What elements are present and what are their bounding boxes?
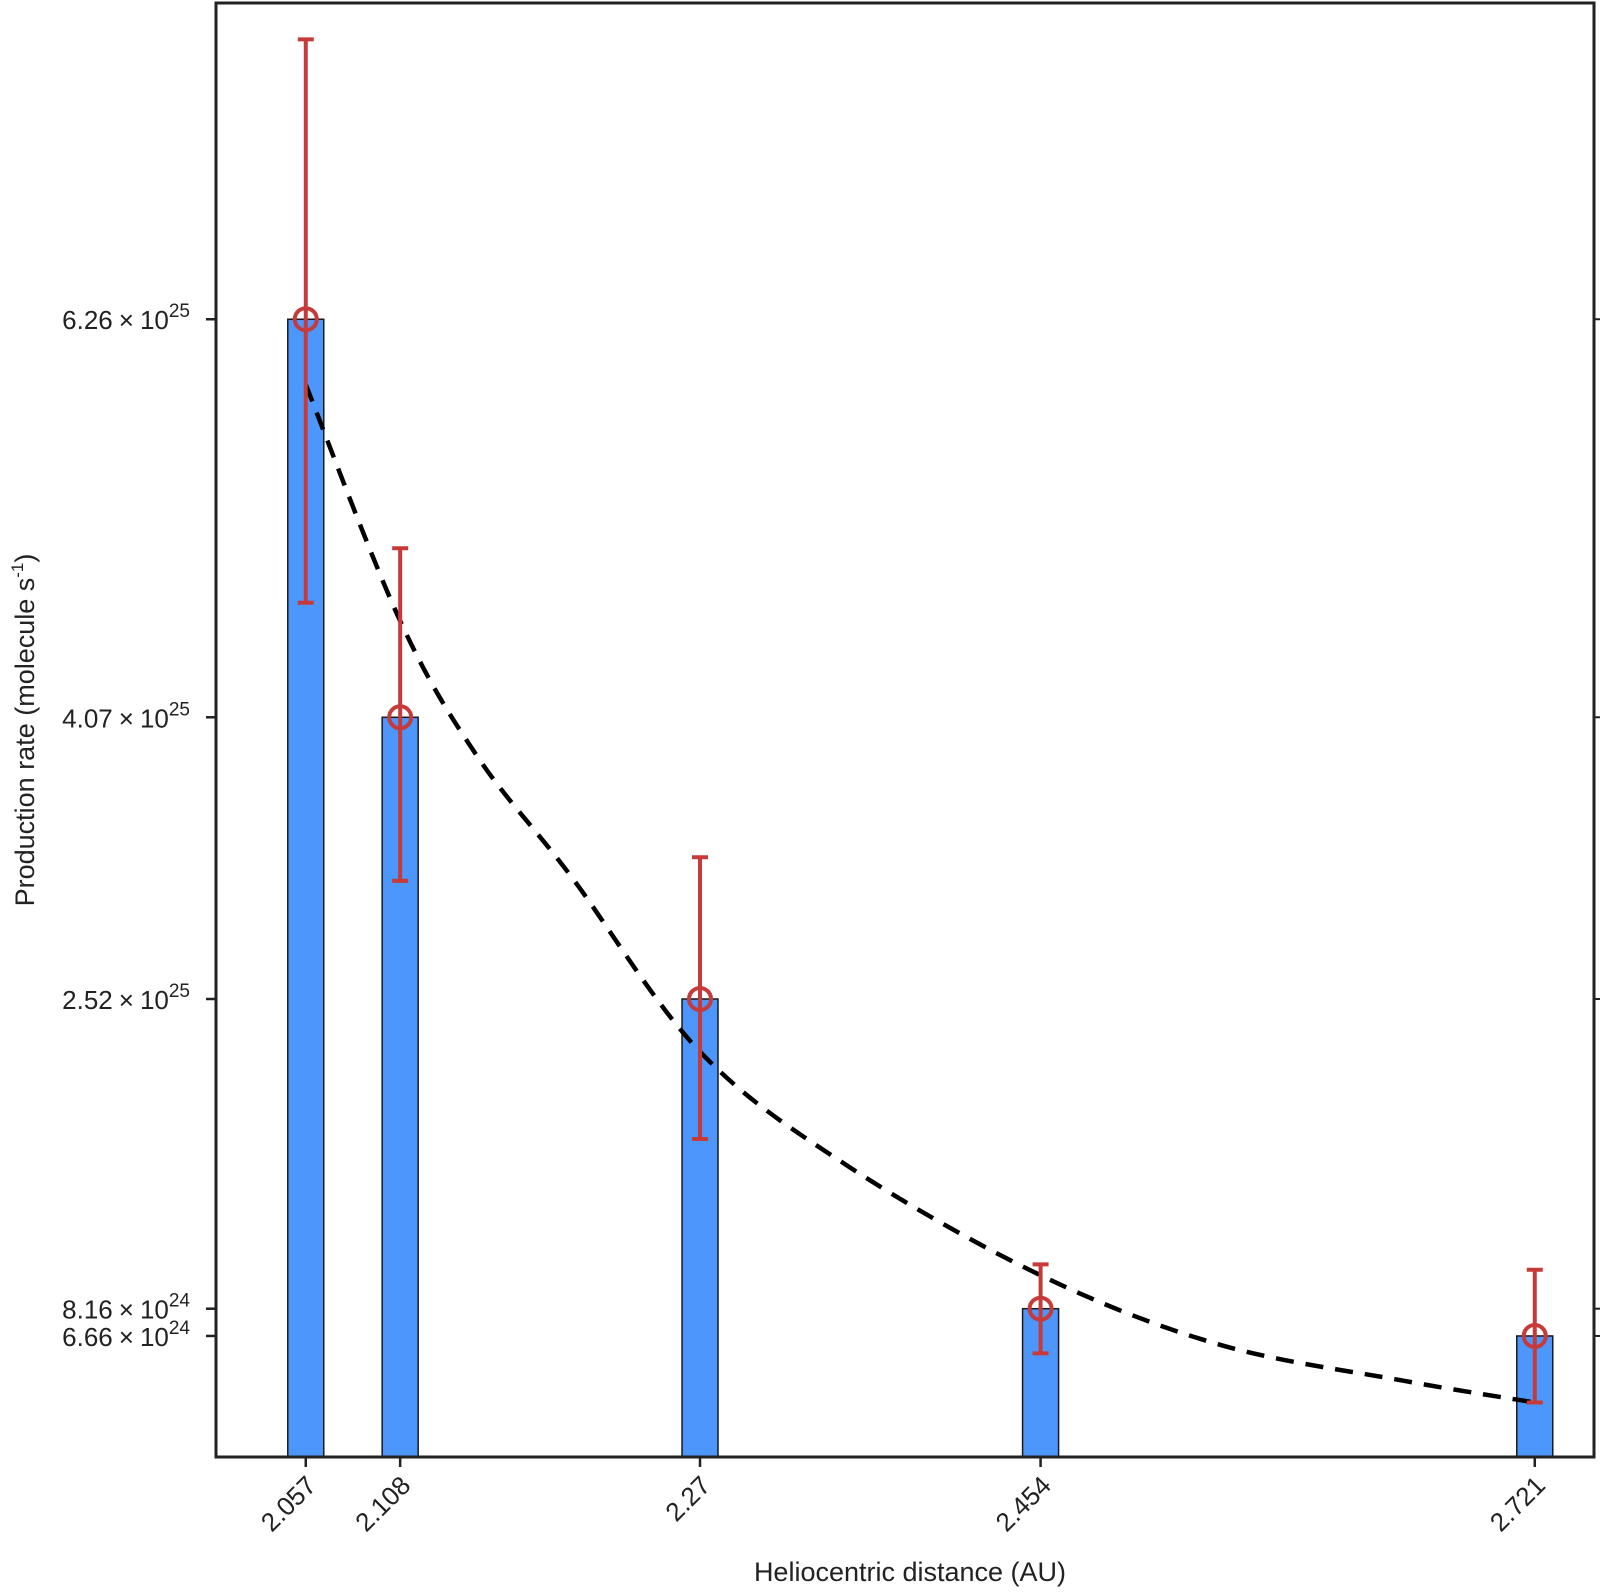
x-tick-label-3: 2.454 [990,1470,1057,1537]
x-tick-label-2: 2.27 [659,1470,716,1527]
y-tick-times-0: × [119,305,134,335]
y-axis-title-sup: -1 [8,563,27,578]
y-tick-mantissa-1: 4.07 [62,703,113,733]
y-tick-base-3: 10 [140,1295,169,1325]
y-tick-mantissa-0: 6.26 [62,305,113,335]
x-axis-ticks: 2.057 2.108 2.27 2.454 2.721 [255,1457,1551,1537]
x-tick-label-4: 2.721 [1484,1470,1551,1537]
y-axis-title-main: Production rate (molecule s [10,578,40,907]
y-tick-exponent-3: 24 [169,1291,191,1312]
y-axis-title-close: ) [10,554,40,563]
y-tick-label-1: 4.07 × 1025 [62,699,190,733]
y-tick-exponent-1: 25 [169,699,190,720]
y-tick-base-0: 10 [140,305,169,335]
bar-3 [1021,1307,1060,1458]
y-tick-mantissa-3: 8.16 [62,1295,113,1325]
y-tick-mantissa-4: 6.66 [62,1322,113,1352]
y-tick-base-4: 10 [140,1322,169,1352]
data-point-4 [1521,1322,1548,1349]
y-tick-exponent-4: 24 [169,1318,191,1339]
data-point-1 [387,704,414,731]
fit-curve [303,383,1536,1405]
y-tick-label-0: 6.26 × 1025 [62,301,190,335]
data-point-0 [292,306,319,333]
y-tick-exponent-2: 25 [169,981,190,1002]
x-axis-title: Heliocentric distance (AU) [754,1557,1066,1587]
y-tick-exponent-0: 25 [169,301,190,322]
y-tick-times-2: × [119,985,134,1015]
y-axis-title: Production rate (molecule s-1) [8,554,40,907]
y-tick-label-3: 8.16 × 1024 [62,1291,190,1325]
y-tick-mantissa-2: 2.52 [62,985,113,1015]
y-tick-base-2: 10 [140,985,169,1015]
fit-layer [303,383,1536,1405]
error-bars-layer [292,37,1548,1405]
x-tick-label-0: 2.057 [255,1470,322,1537]
plot-frame [214,1,1596,1459]
data-point-3 [1027,1295,1054,1322]
y-tick-times-1: × [119,703,134,733]
y-tick-label-2: 2.52 × 1025 [62,981,190,1015]
data-point-2 [687,985,714,1012]
y-tick-times-3: × [119,1295,134,1325]
y-tick-base-1: 10 [140,703,169,733]
y-tick-label-4: 6.66 × 1024 [62,1318,190,1352]
y-tick-times-4: × [119,1322,134,1352]
bars-layer [287,318,1554,1458]
x-tick-label-1: 2.108 [349,1470,416,1537]
